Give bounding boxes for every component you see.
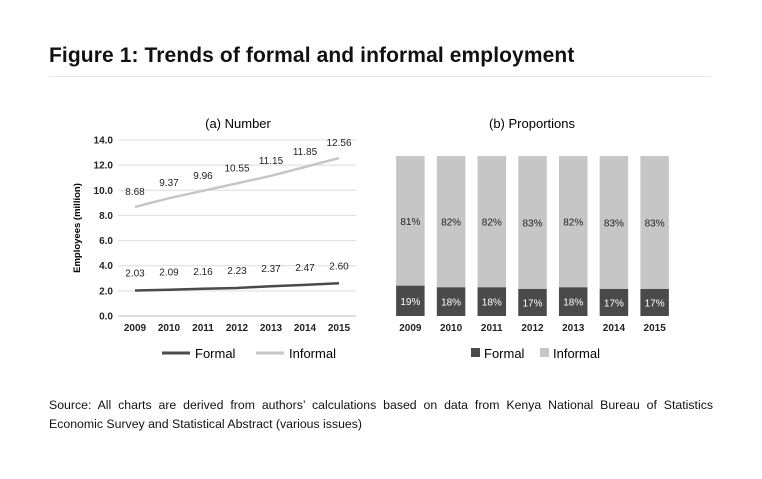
chart-b-title: (b) Proportions <box>489 116 575 131</box>
formal-data-label: 2.03 <box>125 268 145 279</box>
chart-a-legend: Formal Informal <box>162 346 336 361</box>
chart-b-x-ticks: 2009 2010 2011 2012 2013 2014 2015 <box>399 323 666 334</box>
formal-bar-segment <box>558 287 588 316</box>
legend-formal-label: Formal <box>195 346 236 361</box>
informal-data-label: 9.96 <box>193 171 213 182</box>
chart-a-y-ticks: 0.0 2.0 4.0 6.0 8.0 10.0 12.0 14.0 <box>94 136 114 323</box>
informal-bar-segment <box>599 156 629 289</box>
formal-bar-segment <box>599 288 629 316</box>
informal-bar-segment <box>518 156 547 289</box>
formal-data-label: 2.60 <box>329 261 349 272</box>
chart-a-series-lines <box>134 156 340 292</box>
chart-a-y-axis-label: Employees (million) <box>72 183 83 273</box>
informal-bar-segment <box>477 156 507 288</box>
informal-bar-segment <box>558 156 588 288</box>
informal-percent-label: 82% <box>441 218 461 229</box>
x-tick-label: 2012 <box>521 323 544 334</box>
chart-b-legend: Formal Informal <box>471 346 600 361</box>
x-tick-label: 2012 <box>226 323 249 334</box>
formal-data-label: 2.16 <box>193 267 213 278</box>
informal-data-label: 11.15 <box>259 156 284 167</box>
formal-percent-label: 18% <box>563 298 583 309</box>
y-tick-label: 2.0 <box>99 286 113 297</box>
figure-title: Figure 1: Trends of formal and informal … <box>49 44 575 67</box>
formal-percent-label: 17% <box>645 298 665 309</box>
y-tick-label: 8.0 <box>99 211 113 222</box>
informal-data-label: 12.56 <box>326 138 351 149</box>
informal-data-label: 11.85 <box>293 147 318 158</box>
formal-percent-label: 19% <box>400 297 420 308</box>
x-tick-label: 2009 <box>399 323 422 334</box>
informal-data-label: 10.55 <box>224 163 249 174</box>
informal-percent-label: 83% <box>604 218 624 229</box>
informal-bar-segment <box>640 156 669 289</box>
chart-b-data-labels: 19% 81% 18% 82% 18% 82% 17% 83% 18% 82% 17% 83% 17% 8… <box>400 217 664 310</box>
x-tick-label: 2013 <box>562 323 585 334</box>
chart-b-bars <box>396 156 669 316</box>
x-tick-label: 2009 <box>124 323 147 334</box>
formal-bar-segment <box>396 285 425 316</box>
informal-percent-label: 81% <box>400 217 420 228</box>
x-tick-label: 2011 <box>192 323 214 334</box>
informal-percent-label: 82% <box>482 218 502 229</box>
chart-a-data-labels: 2.03 2.09 2.16 2.23 2.37 2.47 2.60 8.68 9.37 9.96… <box>125 138 352 279</box>
informal-bar-segment <box>436 156 466 288</box>
formal-bar-segment <box>477 287 507 316</box>
formal-data-label: 2.09 <box>159 268 179 279</box>
x-tick-label: 2015 <box>644 323 667 334</box>
legend-formal-box-swatch <box>471 348 480 357</box>
formal-bar-segment <box>436 287 466 316</box>
formal-data-label: 2.47 <box>295 263 315 274</box>
y-tick-label: 4.0 <box>99 261 113 272</box>
x-tick-label: 2013 <box>260 323 283 334</box>
formal-percent-label: 17% <box>522 298 542 309</box>
informal-percent-label: 83% <box>522 218 542 229</box>
y-tick-label: 12.0 <box>94 161 114 172</box>
y-tick-label: 10.0 <box>94 186 114 197</box>
legend-formal-label: Formal <box>484 346 525 361</box>
source-note: Source: All charts are derived from auth… <box>49 398 713 431</box>
legend-informal-box-swatch <box>540 348 549 357</box>
title-divider <box>49 76 711 77</box>
x-tick-label: 2010 <box>158 323 181 334</box>
formal-data-label: 2.23 <box>227 266 247 277</box>
x-tick-label: 2014 <box>294 323 317 334</box>
formal-bar-segment <box>640 288 669 316</box>
chart-a-title: (a) Number <box>205 116 271 131</box>
y-tick-label: 0.0 <box>99 312 113 323</box>
x-tick-label: 2010 <box>440 323 463 334</box>
formal-bar-segment <box>518 288 547 316</box>
legend-informal-label: Informal <box>289 346 336 361</box>
y-tick-label: 6.0 <box>99 236 113 247</box>
formal-data-label: 2.37 <box>261 264 281 275</box>
chart-a-x-ticks: 2009 2010 2011 2012 2013 2014 2015 <box>124 323 351 334</box>
informal-series-line <box>134 156 340 209</box>
x-tick-label: 2011 <box>481 323 503 334</box>
formal-percent-label: 18% <box>441 298 461 309</box>
formal-series-line <box>134 282 340 292</box>
legend-informal-label: Informal <box>553 346 600 361</box>
x-tick-label: 2015 <box>328 323 351 334</box>
informal-bar-segment <box>396 156 425 286</box>
x-tick-label: 2014 <box>603 323 626 334</box>
informal-data-label: 8.68 <box>125 187 145 198</box>
informal-data-label: 9.37 <box>159 178 179 189</box>
line-chart-number: (a) Number Employees (million) 0.0 2.0 4.0… <box>72 116 356 361</box>
informal-percent-label: 82% <box>563 218 583 229</box>
formal-percent-label: 18% <box>482 298 502 309</box>
informal-percent-label: 83% <box>645 218 665 229</box>
formal-percent-label: 17% <box>604 298 624 309</box>
y-tick-label: 14.0 <box>94 136 114 147</box>
stacked-bar-chart-proportions: (b) Proportions 19% 81% 18% 82% 18% 82% 17% 83%… <box>396 116 669 361</box>
